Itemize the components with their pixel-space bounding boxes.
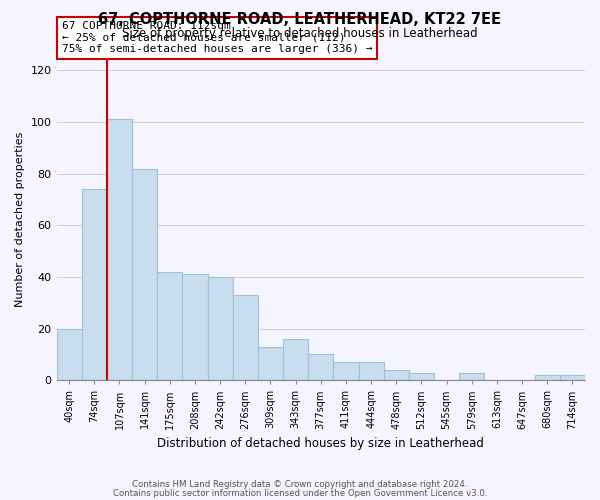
Text: Contains public sector information licensed under the Open Government Licence v3: Contains public sector information licen… (113, 488, 487, 498)
Bar (233, 295, 258, 380)
Bar (459, 372, 484, 380)
Bar (535, 375, 560, 380)
Bar (383, 370, 409, 380)
Text: 67, COPTHORNE ROAD, LEATHERHEAD, KT22 7EE: 67, COPTHORNE ROAD, LEATHERHEAD, KT22 7E… (98, 12, 502, 28)
Bar (182, 274, 208, 380)
Bar (208, 277, 233, 380)
Bar (258, 346, 283, 380)
Bar (132, 168, 157, 380)
Bar (283, 339, 308, 380)
X-axis label: Distribution of detached houses by size in Leatherhead: Distribution of detached houses by size … (157, 437, 484, 450)
Text: 67 COPTHORNE ROAD: 112sqm
← 25% of detached houses are smaller (112)
75% of semi: 67 COPTHORNE ROAD: 112sqm ← 25% of detac… (62, 21, 373, 54)
Bar (334, 362, 359, 380)
Y-axis label: Number of detached properties: Number of detached properties (15, 131, 25, 306)
Bar (409, 372, 434, 380)
Text: Size of property relative to detached houses in Leatherhead: Size of property relative to detached ho… (122, 28, 478, 40)
Bar (359, 362, 383, 380)
Bar (82, 189, 107, 380)
Bar (157, 272, 182, 380)
Bar (560, 375, 585, 380)
Bar (56, 328, 82, 380)
Bar (308, 354, 334, 380)
Bar (107, 120, 132, 380)
Text: Contains HM Land Registry data © Crown copyright and database right 2024.: Contains HM Land Registry data © Crown c… (132, 480, 468, 489)
